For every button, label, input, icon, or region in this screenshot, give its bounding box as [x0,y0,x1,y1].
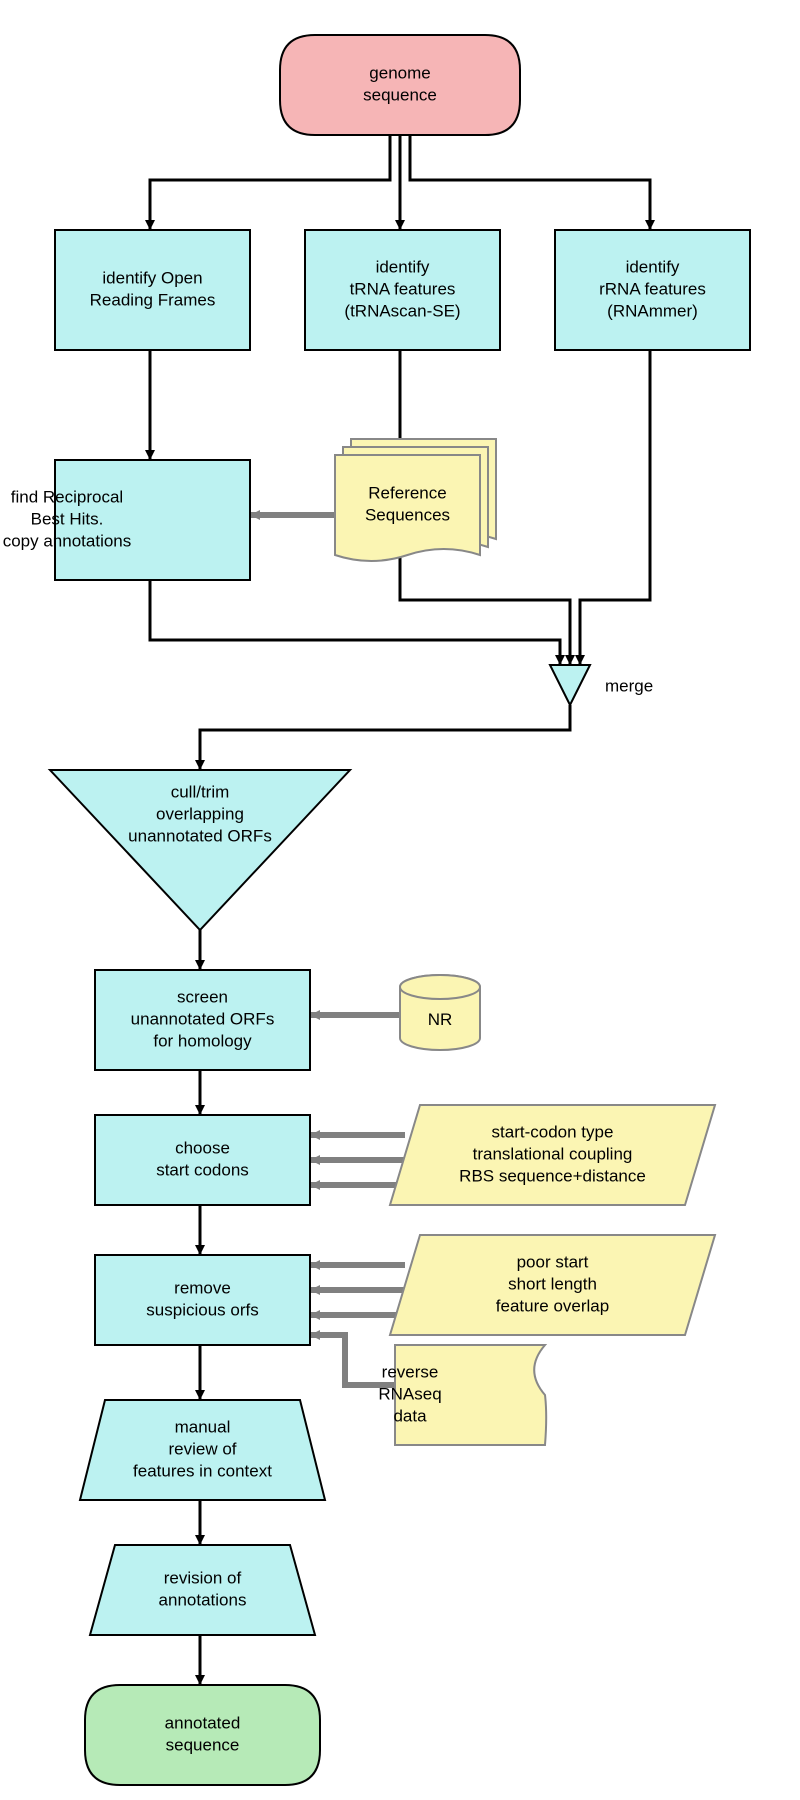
rbh-line-2: copy annotations [3,531,132,550]
node-trna: identify tRNA features (tRNAscan-SE) [305,230,500,350]
node-rrna: identify rRNA features (RNAmmer) [555,230,750,350]
node-screen: screen unannotated ORFs for homology [95,970,310,1070]
trna-line-0: identify [376,257,430,276]
edge-0 [150,135,390,230]
node-remove: remove suspicious orfs [95,1255,310,1345]
screen-line-1: unannotated ORFs [131,1009,275,1028]
node-start: genome sequence [280,35,520,135]
node-orf: identify Open Reading Frames [55,230,250,350]
choose_note-line-1: translational coupling [473,1144,633,1163]
remove_note-line-2: feature overlap [496,1296,609,1315]
rnaseq-line-1: RNAseq [378,1384,441,1403]
manual-line-2: features in context [133,1461,272,1480]
screen-line-2: for homology [153,1031,252,1050]
revision-line-0: revision of [164,1568,242,1587]
orf-line-0: identify Open [102,268,202,287]
refseq-line-0: Reference [368,483,446,502]
edge-2 [410,135,650,230]
remove_note-line-0: poor start [517,1252,589,1271]
node-revision: revision of annotations [90,1545,315,1635]
screen-line-0: screen [177,987,228,1006]
cull-line-1: overlapping [156,804,244,823]
manual-line-1: review of [168,1439,236,1458]
orf-line-1: Reading Frames [90,290,216,309]
end-line-1: sequence [166,1735,240,1754]
choose-line-0: choose [175,1138,230,1157]
rbh-line-0: find Reciprocal [11,487,123,506]
node-choose_note: start-codon type translational coupling RB… [390,1105,715,1205]
edge-8 [200,705,570,770]
flowchart-canvas: genome sequence identify Open Reading Frame… [0,0,800,1800]
rbh-line-1: Best Hits. [31,509,104,528]
remove_note-line-1: short length [508,1274,597,1293]
node-cull: cull/trim overlapping unannotated ORFs [50,770,350,930]
merge-label: merge [605,676,653,695]
refseq-line-1: Sequences [365,505,450,524]
rrna-line-0: identify [626,257,680,276]
node-choose: choose start codons [95,1115,310,1205]
manual-line-0: manual [175,1417,231,1436]
end-line-0: annotated [165,1713,241,1732]
choose-line-1: start codons [156,1160,249,1179]
rnaseq-line-2: data [393,1406,427,1425]
node-end: annotated sequence [85,1685,320,1785]
trna-line-2: (tRNAscan-SE) [344,301,460,320]
choose_note-line-2: RBS sequence+distance [459,1166,646,1185]
node-nr: NR [400,975,480,1050]
edge-5 [150,580,560,665]
trna-line-1: tRNA features [350,279,456,298]
node-refseq: Reference Sequences [335,439,496,561]
node-merge [550,665,590,705]
rrna-line-1: rRNA features [599,279,706,298]
node-remove_note: poor start short length feature overlap [390,1235,715,1335]
nr-line-0: NR [428,1010,453,1029]
edge-7 [580,350,650,665]
choose_note-line-0: start-codon type [492,1122,614,1141]
revision-line-1: annotations [159,1590,247,1609]
start-line-1: sequence [363,85,437,104]
rrna-line-2: (RNAmmer) [607,301,698,320]
cull-line-2: unannotated ORFs [128,826,272,845]
cull-line-0: cull/trim [171,782,230,801]
node-manual: manual review of features in context [80,1400,325,1500]
remove-line-0: remove [174,1278,231,1297]
nodes: genome sequence identify Open Reading Frame… [3,35,750,1785]
node-rbh: find Reciprocal Best Hits. copy annotation… [3,460,250,580]
start-line-0: genome [369,63,430,82]
rnaseq-line-0: reverse [382,1362,439,1381]
remove-line-1: suspicious orfs [146,1300,258,1319]
node-rnaseq: reverse RNAseq data [378,1345,546,1445]
